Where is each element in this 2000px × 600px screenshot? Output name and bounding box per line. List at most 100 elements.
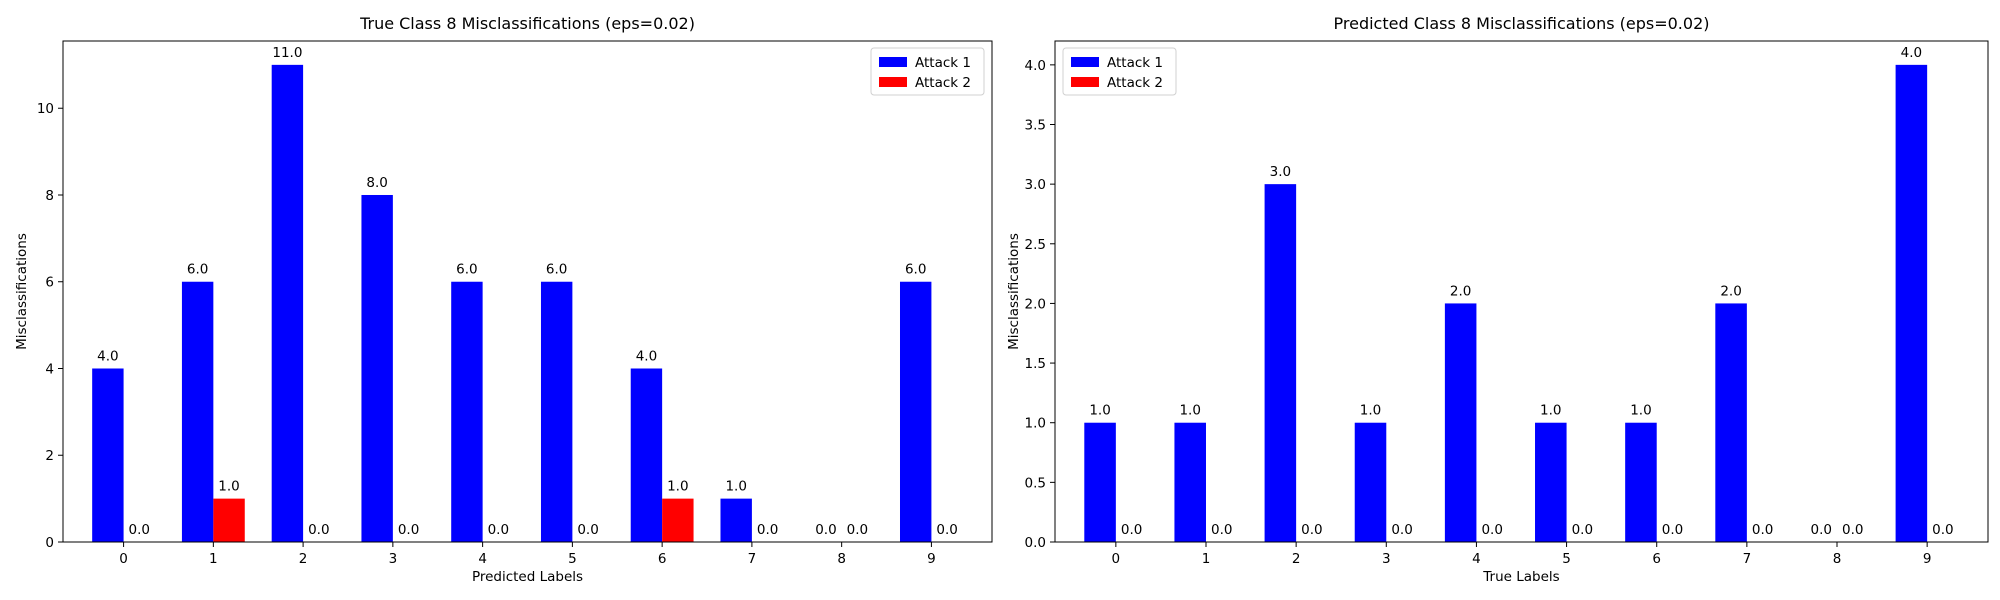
bar-attack1-4: [1444, 303, 1477, 542]
bar-attack1-5: [540, 281, 573, 542]
bar-attack1-7: [1715, 303, 1747, 542]
legend-label: Attack 2: [915, 75, 971, 91]
x-tick-label: 8: [837, 551, 846, 567]
data-label: 1.0: [667, 479, 688, 495]
x-tick-label: 0: [1112, 551, 1121, 567]
bar-attack1-1: [181, 281, 214, 542]
data-label: 6.0: [456, 262, 477, 278]
legend-swatch-attack1: [1071, 57, 1099, 67]
data-label: 0.0: [1481, 522, 1502, 538]
bar-attack1-2: [271, 64, 304, 542]
x-tick-label: 6: [658, 551, 667, 567]
legend-label: Attack 1: [915, 55, 971, 71]
x-tick-label: 8: [1833, 551, 1842, 567]
bar-attack1-5: [1535, 422, 1567, 542]
legend-swatch-attack2: [879, 77, 907, 87]
y-tick-label: 0.5: [1025, 475, 1046, 491]
data-label: 6.0: [905, 262, 926, 278]
y-tick-label: 4.0: [1025, 58, 1046, 74]
y-tick-label: 0: [45, 535, 54, 551]
y-tick-label: 0.0: [1025, 535, 1046, 551]
data-label: 1.0: [1179, 403, 1200, 419]
bar-attack1-0: [92, 368, 124, 542]
data-label: 0.0: [936, 522, 957, 538]
data-label: 2.0: [1720, 283, 1741, 299]
bar-attack1-4: [451, 281, 483, 542]
x-tick-label: 9: [927, 551, 936, 567]
x-axis-label: Predicted Labels: [472, 569, 583, 585]
data-label: 0.0: [1932, 522, 1953, 538]
data-label: 6.0: [546, 262, 567, 278]
x-tick-label: 3: [1382, 551, 1391, 567]
x-tick-label: 1: [209, 551, 218, 567]
legend: Attack 1 Attack 2: [1062, 47, 1177, 96]
chart-title: True Class 8 Misclassifications (eps=0.0…: [359, 14, 695, 33]
x-tick-label: 7: [1743, 551, 1752, 567]
data-label: 0.0: [398, 522, 419, 538]
x-tick-label: 7: [748, 551, 757, 567]
chart-predicted-class-8: 1.0 1.03.01.02.01.0 1.02.00.04.00.0 0.0 0.0 0…: [1006, 14, 1989, 585]
y-tick-label: 1.5: [1025, 356, 1046, 372]
y-tick-label: 2: [45, 448, 54, 464]
x-tick-label: 5: [568, 551, 577, 567]
data-label: 2.0: [1450, 283, 1471, 299]
data-label: 0.0: [1301, 522, 1322, 538]
x-axis-label: True Labels: [1482, 569, 1559, 585]
chart-true-class-8: 4.06.011.08.06.0 6.04.01.00.06.00.01.00.0…: [14, 14, 993, 585]
data-label: 0.0: [1842, 522, 1863, 538]
data-label: 0.0: [1121, 522, 1142, 538]
x-tick-label: 1: [1202, 551, 1211, 567]
data-label: 0.0: [847, 522, 868, 538]
data-label: 0.0: [1810, 522, 1831, 538]
data-label: 8.0: [366, 175, 387, 191]
bar-attack1-0: [1084, 422, 1116, 542]
data-label: 0.0: [308, 522, 329, 538]
data-label: 4.0: [1901, 45, 1922, 61]
data-label: 11.0: [272, 45, 302, 61]
legend-label: Attack 2: [1107, 75, 1163, 91]
legend-label: Attack 1: [1107, 55, 1163, 71]
bar-attack1-3: [1354, 422, 1387, 542]
data-label: 0.0: [815, 522, 836, 538]
y-tick-label: 3.5: [1025, 118, 1046, 134]
bar-attack1-7: [720, 498, 752, 542]
data-label: 0.0: [1211, 522, 1232, 538]
y-axis-label: Misclassifications: [1006, 233, 1022, 350]
bar-attack1-6: [630, 368, 663, 542]
plot-frame: [1054, 40, 1989, 543]
data-label: 1.0: [1630, 403, 1651, 419]
x-tick-label: 2: [299, 551, 308, 567]
data-label: 0.0: [1752, 522, 1773, 538]
data-label: 1.0: [725, 479, 746, 495]
bar-attack1-3: [361, 194, 393, 543]
data-label: 0.0: [488, 522, 509, 538]
x-tick-label: 9: [1923, 551, 1932, 567]
bar-attack1-9: [1895, 64, 1928, 542]
x-tick-label: 5: [1562, 551, 1571, 567]
data-label: 0.0: [757, 522, 778, 538]
x-tick-label: 2: [1292, 551, 1301, 567]
y-tick-label: 10: [37, 101, 54, 117]
x-tick-label: 0: [119, 551, 128, 567]
data-label: 0.0: [577, 522, 598, 538]
data-label: 1.0: [1540, 403, 1561, 419]
bar-attack1-9: [899, 281, 932, 542]
y-tick-label: 3.0: [1025, 177, 1046, 193]
bar-attack1-2: [1264, 184, 1297, 542]
bar-attack2-1: [213, 498, 245, 542]
bar-attack2-6: [662, 498, 694, 542]
data-label: 0.0: [1662, 522, 1683, 538]
data-label: 3.0: [1270, 164, 1291, 180]
y-axis-label: Misclassifications: [14, 233, 30, 350]
x-tick-label: 4: [478, 551, 487, 567]
plot-frame: [62, 40, 993, 543]
bar-attack1-6: [1625, 422, 1657, 542]
data-label: 1.0: [218, 479, 239, 495]
data-label: 0.0: [1391, 522, 1412, 538]
y-tick-label: 4: [45, 361, 54, 377]
data-label: 0.0: [129, 522, 150, 538]
y-tick-label: 2.0: [1025, 296, 1046, 312]
y-tick-label: 2.5: [1025, 237, 1046, 253]
x-tick-label: 3: [389, 551, 398, 567]
data-label: 1.0: [1089, 403, 1110, 419]
